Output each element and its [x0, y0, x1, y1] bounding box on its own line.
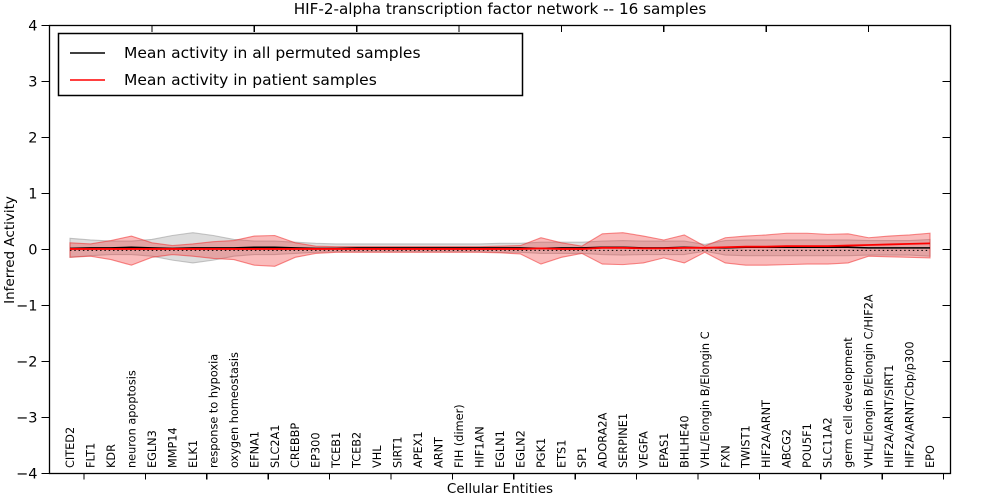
x-category-label: FLT1	[84, 443, 97, 468]
x-category-label: EP300	[310, 432, 323, 468]
y-tick-label: −2	[16, 355, 37, 371]
x-category-label: oxygen homeostasis	[228, 352, 241, 468]
x-category-labels: CITED2 FLT1 KDR neuron apoptosis EGLN3 MMP14 E…	[64, 294, 937, 469]
x-category-label: ABCG2	[781, 429, 794, 468]
x-category-label: FXN	[719, 445, 732, 468]
x-category-label: EGLN2	[514, 430, 527, 468]
x-category-label: POU5F1	[801, 423, 814, 468]
x-category-label: germ cell development	[842, 337, 855, 468]
x-category-label: ADORA2A	[596, 412, 609, 468]
x-category-label: TWIST1	[740, 425, 753, 469]
x-category-label: CITED2	[64, 427, 77, 468]
permuted-samples-mean-line	[69, 246, 931, 250]
x-axis-label: Cellular Entities	[447, 481, 553, 497]
x-category-label: neuron apoptosis	[125, 370, 138, 468]
legend-box	[57, 32, 524, 97]
x-category-label: VHL/Elongin B/Elongin C	[699, 331, 712, 468]
x-category-label: FIH (dimer)	[453, 404, 466, 468]
x-category-label: HIF2A/ARNT/SIRT1	[883, 365, 896, 468]
x-category-label: EPAS1	[658, 433, 671, 468]
x-category-label: VHL/Elongin B/Elongin C/HIF2A	[863, 294, 876, 468]
x-category-label: TCEB1	[330, 432, 343, 469]
x-category-label: ETS1	[555, 440, 568, 468]
x-category-label: EGLN3	[146, 430, 159, 468]
x-category-label: ARNT	[433, 437, 446, 468]
x-category-label: HIF1AN	[474, 426, 487, 468]
y-tick-label: 0	[28, 243, 37, 259]
legend: Mean activity in all permuted samples Me…	[57, 32, 524, 97]
x-category-label: VHL	[371, 445, 384, 468]
y-tick-label: 2	[28, 131, 37, 147]
y-tick-label: −3	[16, 411, 37, 427]
x-category-label: KDR	[105, 444, 118, 468]
patient-samples-mean-line	[69, 242, 931, 250]
y-axis-label: Inferred Activity	[2, 196, 18, 304]
y-tick-label: −1	[16, 299, 37, 315]
y-tick-label: −4	[16, 467, 37, 483]
x-category-label: SLC2A1	[269, 425, 282, 468]
y-tick-label: 3	[28, 75, 37, 91]
chart-title: HIF-2-alpha transcription factor network…	[294, 0, 707, 18]
x-category-label: VEGFA	[637, 431, 650, 468]
y-tick-labels: 4 3 2 1 0 −1 −2 −3 −4	[16, 19, 37, 483]
legend-label-permuted: Mean activity in all permuted samples	[124, 44, 421, 62]
x-category-label: SP1	[576, 447, 589, 468]
axis-ticks	[41, 24, 951, 480]
line-layer	[69, 242, 931, 251]
x-category-label: EPO	[924, 445, 937, 468]
x-category-label: BHLHE40	[678, 415, 691, 468]
y-tick-label: 1	[28, 187, 37, 203]
x-category-label: HIF2A/ARNT/Cbp/p300	[904, 341, 917, 468]
x-category-label: APEX1	[412, 431, 425, 468]
y-tick-label: 4	[28, 19, 37, 35]
x-category-label: SERPINE1	[617, 413, 630, 468]
x-category-label: EGLN1	[494, 430, 507, 468]
x-category-label: TCEB2	[351, 432, 364, 469]
legend-label-patient: Mean activity in patient samples	[124, 71, 377, 89]
x-category-label: CREBBP	[289, 423, 302, 468]
x-category-label: ELK1	[187, 440, 200, 468]
x-category-label: SIRT1	[392, 436, 405, 468]
x-category-label: MMP14	[166, 427, 179, 468]
x-category-label: HIF2A/ARNT	[760, 400, 773, 468]
x-category-label: PGK1	[535, 438, 548, 468]
x-category-label: EFNA1	[248, 431, 261, 468]
x-category-label: response to hypoxia	[207, 354, 220, 468]
x-category-label: SLC11A2	[822, 417, 835, 468]
